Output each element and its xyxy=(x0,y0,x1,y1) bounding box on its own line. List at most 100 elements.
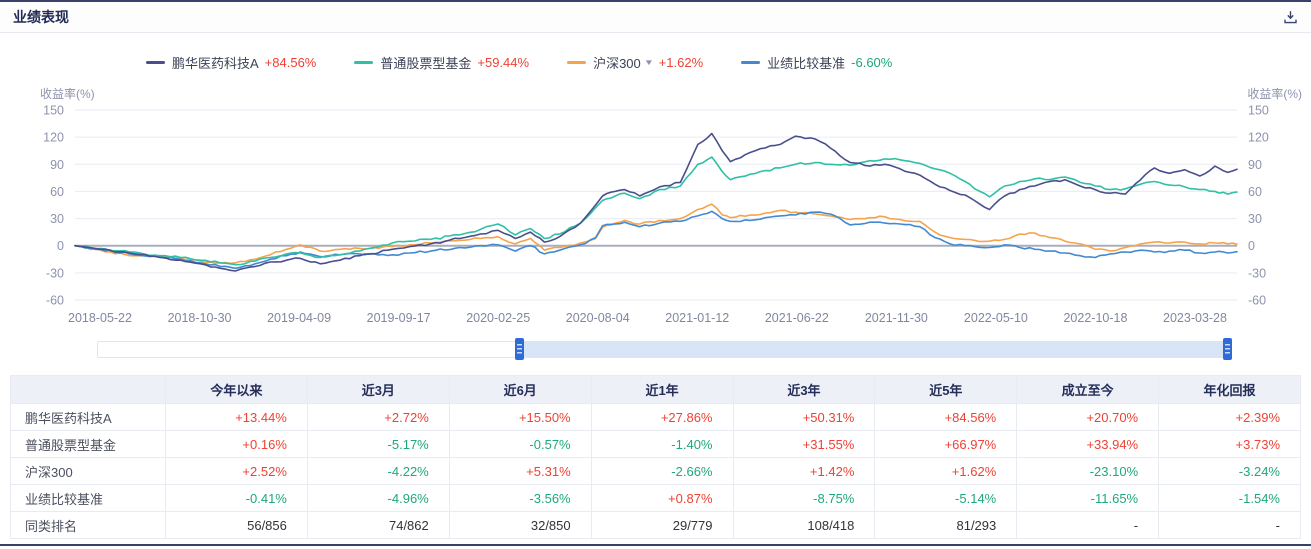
table-cell: 108/418 xyxy=(732,511,876,539)
legend-line-marker xyxy=(567,60,587,65)
datazoom-track[interactable] xyxy=(97,338,1233,360)
legend-line-marker xyxy=(354,60,374,65)
table-row: 鹏华医药科技A +13.44% +2.72% +15.50% +27.86% +50.31… xyxy=(10,403,1301,431)
table-cell: +13.44% xyxy=(165,403,308,431)
y-axis-tick-right: 120 xyxy=(1248,131,1269,145)
legend-line-marker xyxy=(741,60,761,65)
performance-table-wrap: 今年以来 近3月 近6月 近1年 近3年 近5年 成立至今 年化回报 鹏华医药科技A +13.44… xyxy=(10,375,1301,539)
table-row-label: 沪深300 xyxy=(10,457,166,485)
legend-item-1[interactable]: 普通股票型基金 +59.44% xyxy=(354,53,529,72)
table-cell: -4.96% xyxy=(306,484,450,512)
datazoom-left-handle[interactable] xyxy=(514,338,524,360)
y-axis-tick-left: -30 xyxy=(46,266,64,280)
panel-title: 业绩表现 xyxy=(13,9,69,25)
y-axis-tick-left: 30 xyxy=(50,212,64,226)
x-axis-label: 2018-10-30 xyxy=(168,311,232,325)
y-axis-tick-left: 150 xyxy=(43,104,64,118)
legend-series-name: 普通股票型基金 xyxy=(380,56,472,71)
line-chart: 150 150 120 120 90 90 60 60 30 30 0 0 -30 -30 -60 -60 收益… xyxy=(40,86,1302,325)
panel-top-border xyxy=(0,0,1311,2)
chart-area: 鹏华医药科技A +84.56% 普通股票型基金 +59.44% 沪深300 ▼ +1.62%… xyxy=(0,33,1311,360)
datazoom-selected-range[interactable] xyxy=(519,342,1228,357)
table-cell: +27.86% xyxy=(590,403,734,431)
panel-bottom-border xyxy=(0,544,1311,546)
table-cell: -0.41% xyxy=(165,484,308,512)
y-axis-tick-right: 30 xyxy=(1248,212,1262,226)
table-cell: -5.14% xyxy=(874,484,1018,512)
table-cell: 74/862 xyxy=(306,511,450,539)
table-header-cell: 近3月 xyxy=(306,375,450,404)
download-button[interactable] xyxy=(1281,8,1299,26)
legend-series-value: +1.62% xyxy=(658,55,704,70)
chart-plot-area[interactable] xyxy=(75,110,1237,300)
legend-series-name: 鹏华医药科技A xyxy=(172,56,259,71)
x-axis-label: 2020-02-25 xyxy=(466,311,530,325)
x-axis-label: 2021-11-30 xyxy=(865,311,928,325)
table-cell: 32/850 xyxy=(448,511,592,539)
table-header-cell xyxy=(10,375,166,404)
table-cell: +20.70% xyxy=(1016,403,1160,431)
table-header-cell: 近6月 xyxy=(448,375,592,404)
table-cell: -23.10% xyxy=(1016,457,1160,485)
table-header-cell: 近5年 xyxy=(874,375,1018,404)
x-axis-label: 2022-05-10 xyxy=(964,311,1028,325)
table-row-label: 同类排名 xyxy=(10,511,166,539)
table-cell: +2.39% xyxy=(1158,403,1301,431)
table-header-cell: 近1年 xyxy=(590,375,734,404)
y-axis-name-left: 收益率(%) xyxy=(40,86,95,101)
table-cell: -3.56% xyxy=(448,484,592,512)
table-cell: +31.55% xyxy=(732,430,876,458)
y-axis-tick-left: 90 xyxy=(50,158,64,172)
x-axis-label: 2022-10-18 xyxy=(1063,311,1127,325)
handle-grip-icon xyxy=(1225,344,1231,354)
table-row-label: 普通股票型基金 xyxy=(10,430,166,458)
chart-legend: 鹏华医药科技A +84.56% 普通股票型基金 +59.44% 沪深300 ▼ +1.62%… xyxy=(146,53,930,72)
series-line-3 xyxy=(74,210,1238,270)
table-cell: - xyxy=(1158,511,1301,539)
datazoom-right-handle[interactable] xyxy=(1223,338,1233,360)
table-cell: +66.97% xyxy=(874,430,1018,458)
legend-item-3[interactable]: 业绩比较基准 -6.60% xyxy=(741,53,892,72)
x-axis-label: 2019-04-09 xyxy=(267,311,331,325)
table-cell: - xyxy=(1016,511,1160,539)
table-cell: -4.22% xyxy=(306,457,450,485)
table-header-cell: 成立至今 xyxy=(1016,375,1160,404)
table-cell: +33.94% xyxy=(1016,430,1160,458)
panel-header: 业绩表现 xyxy=(0,2,1311,33)
table-cell: -2.66% xyxy=(590,457,734,485)
x-axis-label: 2018-05-22 xyxy=(68,311,132,325)
legend-series-name: 沪深300 xyxy=(593,56,641,71)
table-cell: +1.62% xyxy=(874,457,1018,485)
y-axis-tick-left: -60 xyxy=(46,294,64,308)
y-axis-tick-right: -60 xyxy=(1248,294,1266,308)
y-axis-tick-left: 0 xyxy=(57,239,64,253)
y-axis-tick-right: -30 xyxy=(1248,266,1266,280)
table-row: 业绩比较基准 -0.41% -4.96% -3.56% +0.87% -8.75% -5.1… xyxy=(10,484,1301,512)
table-cell: +1.42% xyxy=(732,457,876,485)
x-axis-label: 2019-09-17 xyxy=(367,311,431,325)
table-cell: -8.75% xyxy=(732,484,876,512)
table-cell: +84.56% xyxy=(874,403,1018,431)
performance-table: 今年以来 近3月 近6月 近1年 近3年 近5年 成立至今 年化回报 鹏华医药科技A +13.44… xyxy=(10,375,1301,539)
legend-item-2[interactable]: 沪深300 ▼ +1.62% xyxy=(567,53,703,72)
legend-line-marker xyxy=(146,60,165,65)
table-cell: -11.65% xyxy=(1016,484,1160,512)
legend-series-value: -6.60% xyxy=(851,55,893,70)
chevron-down-icon[interactable]: ▼ xyxy=(643,58,654,67)
x-axis-label: 2023-03-28 xyxy=(1163,311,1227,325)
table-cell: +2.52% xyxy=(165,457,308,485)
table-header-cell: 今年以来 xyxy=(165,375,308,404)
y-axis-tick-left: 120 xyxy=(43,131,64,145)
series-line-0 xyxy=(74,132,1238,272)
table-cell: +5.31% xyxy=(448,457,592,485)
legend-item-0[interactable]: 鹏华医药科技A +84.56% xyxy=(146,53,316,72)
y-axis-name-right: 收益率(%) xyxy=(1247,86,1302,101)
table-cell: +2.72% xyxy=(306,403,450,431)
y-axis-tick-right: 150 xyxy=(1248,104,1269,118)
x-axis-label: 2021-01-12 xyxy=(665,311,729,325)
table-row: 普通股票型基金 +0.16% -5.17% -0.57% -1.40% +31.55% +6… xyxy=(10,430,1301,458)
y-axis-tick-right: 90 xyxy=(1248,158,1262,172)
table-row-label: 业绩比较基准 xyxy=(10,484,166,512)
table-cell: 29/779 xyxy=(590,511,734,539)
